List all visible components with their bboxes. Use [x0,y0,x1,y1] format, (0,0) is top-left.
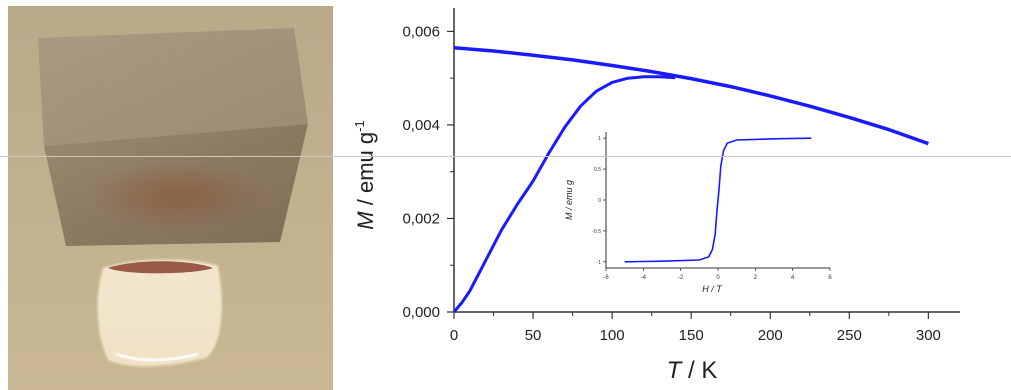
main-series [452,46,929,313]
x-tick-label: 150 [679,327,704,344]
inset-series [624,137,812,263]
fluid-highlight [115,352,199,362]
inset-x-tick-label: -6 [603,275,609,281]
inset-y-tick-label: -0.5 [592,229,601,235]
x-tick-label: 300 [916,327,941,344]
x-tick-label: 250 [837,327,862,344]
series-line-2 [452,75,676,313]
x-tick-label: 100 [600,327,625,344]
inset-x-tick-label: 0 [716,275,720,281]
inset-x-tick-label: -2 [678,275,684,281]
ferrofluid-edge [108,261,213,274]
x-axis-label: T / K [667,357,718,384]
photo-svg [8,6,333,390]
inset-y-tick-label: 0 [598,198,601,204]
y-tick-label: 0,002 [402,210,440,227]
inset-x-tick-label: 2 [754,275,758,281]
y-tick-label: 0,000 [402,304,440,321]
inset-y-tick-label: 1 [598,136,601,142]
y-tick-label: 0,006 [402,23,440,40]
magnetization-chart-area: 0 50 100 150 200 250 300 0,000 0,002 0,004 0,006 -… [340,0,1011,390]
horizontal-divider-line [0,156,1011,157]
magnet-top-face [38,28,308,146]
inset-x-tick-label: 6 [828,275,832,281]
y-tick-label: 0,004 [402,117,440,134]
inset-x-axis-label: H / T [702,284,723,294]
inset-x-tick-label: -4 [641,275,647,281]
x-tick-label: 200 [758,327,783,344]
series-line-1 [453,46,929,146]
ferrofluid-puddle [96,258,223,368]
inset-axes: -6 -4 -2 0 2 4 6 -1 -0.5 0 0.5 1 [592,132,832,281]
inset-x-tick-label: 4 [791,275,795,281]
inset-y-tick-label: -1 [597,260,602,266]
magnet-rust-stain [88,161,268,231]
inset-series-line-1 [624,137,812,263]
inset-y-tick-label: 0.5 [594,167,601,173]
x-tick-label: 0 [450,327,458,344]
inset-y-axis-label: M / emu g [564,180,574,220]
y-axis-label: M / emu g-1 [352,120,378,229]
x-tick-label: 50 [525,327,542,344]
magnet-ferrofluid-photo [8,6,333,390]
